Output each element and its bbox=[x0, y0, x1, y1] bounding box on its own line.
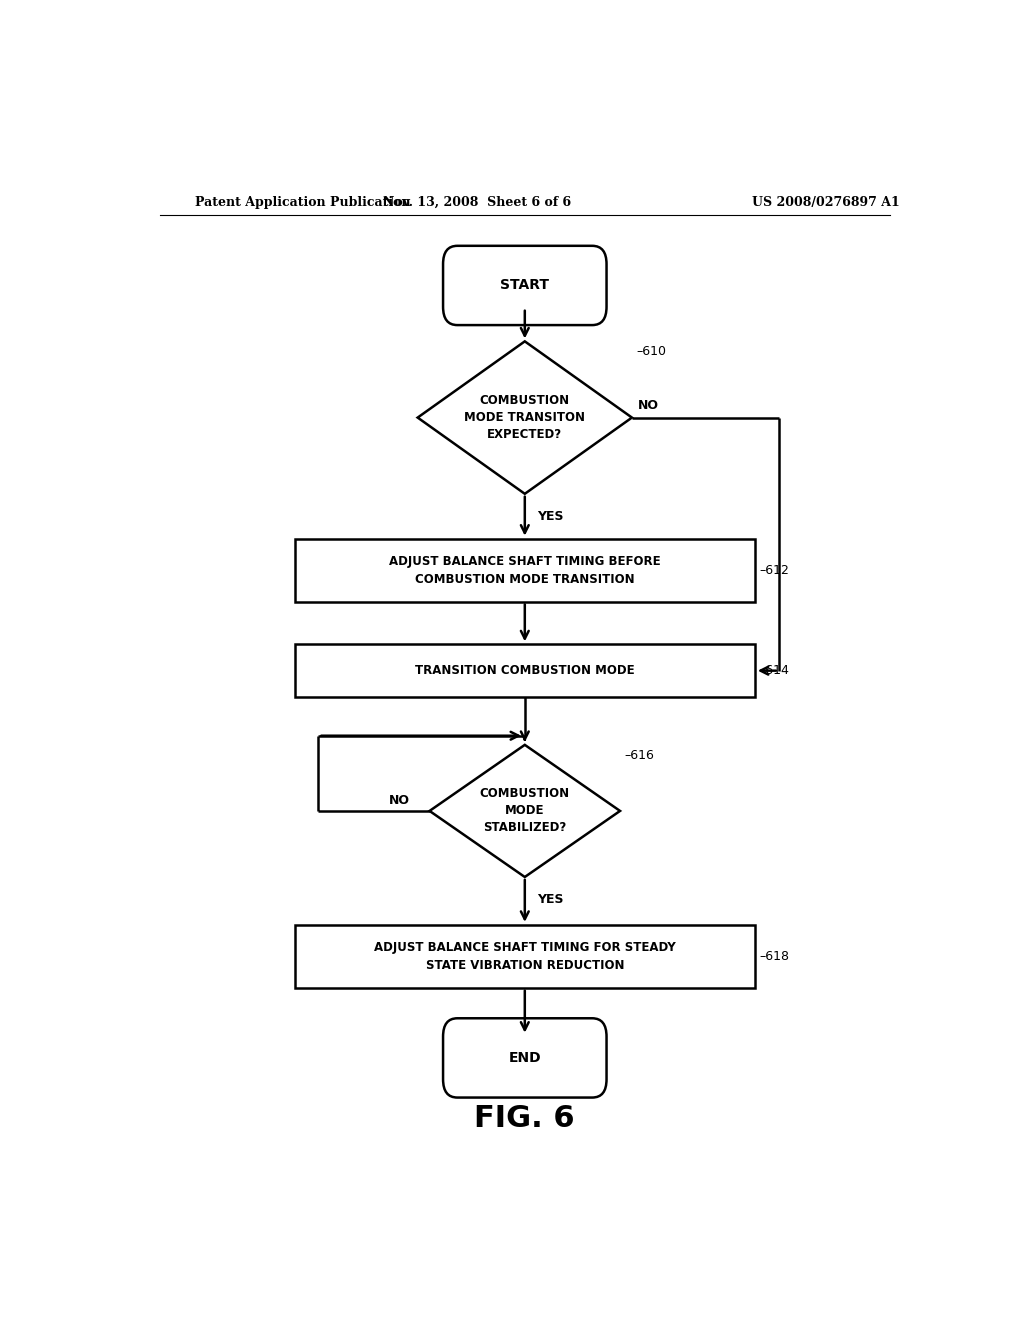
Text: NO: NO bbox=[389, 795, 410, 808]
Text: Nov. 13, 2008  Sheet 6 of 6: Nov. 13, 2008 Sheet 6 of 6 bbox=[383, 195, 571, 209]
Text: YES: YES bbox=[537, 892, 563, 906]
Polygon shape bbox=[430, 744, 620, 876]
Text: COMBUSTION
MODE
STABILIZED?: COMBUSTION MODE STABILIZED? bbox=[479, 788, 570, 834]
FancyBboxPatch shape bbox=[443, 246, 606, 325]
Text: ADJUST BALANCE SHAFT TIMING FOR STEADY
STATE VIBRATION REDUCTION: ADJUST BALANCE SHAFT TIMING FOR STEADY S… bbox=[374, 941, 676, 972]
Text: TRANSITION COMBUSTION MODE: TRANSITION COMBUSTION MODE bbox=[415, 664, 635, 677]
Text: –614: –614 bbox=[759, 664, 788, 677]
Text: ADJUST BALANCE SHAFT TIMING BEFORE
COMBUSTION MODE TRANSITION: ADJUST BALANCE SHAFT TIMING BEFORE COMBU… bbox=[389, 554, 660, 586]
Polygon shape bbox=[418, 342, 632, 494]
Text: FIG. 6: FIG. 6 bbox=[474, 1105, 575, 1134]
FancyBboxPatch shape bbox=[295, 925, 755, 987]
Text: –618: –618 bbox=[759, 950, 788, 962]
Text: END: END bbox=[509, 1051, 541, 1065]
Text: COMBUSTION
MODE TRANSITON
EXPECTED?: COMBUSTION MODE TRANSITON EXPECTED? bbox=[464, 395, 586, 441]
Text: YES: YES bbox=[537, 510, 563, 523]
FancyBboxPatch shape bbox=[295, 539, 755, 602]
Text: NO: NO bbox=[638, 399, 659, 412]
Text: –610: –610 bbox=[636, 345, 666, 358]
Text: US 2008/0276897 A1: US 2008/0276897 A1 bbox=[753, 195, 900, 209]
Text: –616: –616 bbox=[624, 748, 654, 762]
FancyBboxPatch shape bbox=[295, 644, 755, 697]
Text: Patent Application Publication: Patent Application Publication bbox=[196, 195, 411, 209]
Text: –612: –612 bbox=[759, 564, 788, 577]
FancyBboxPatch shape bbox=[443, 1018, 606, 1097]
Text: START: START bbox=[501, 279, 549, 293]
